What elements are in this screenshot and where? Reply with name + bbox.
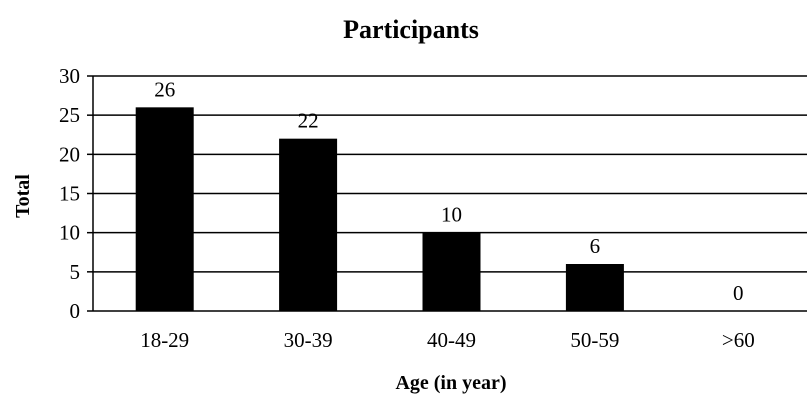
bar bbox=[565, 264, 624, 311]
y-tick-labels: 0 5 10 15 20 25 30 bbox=[59, 64, 80, 323]
x-tick-label: 18-29 bbox=[140, 328, 189, 352]
data-labels: 26 22 10 6 0 bbox=[154, 77, 743, 305]
gridlines bbox=[93, 75, 807, 273]
y-tick-label: 10 bbox=[59, 221, 80, 245]
y-tick-label: 30 bbox=[59, 64, 80, 88]
x-tick-label: >60 bbox=[722, 328, 755, 352]
data-label: 26 bbox=[154, 77, 175, 101]
y-tick-label: 0 bbox=[70, 299, 81, 323]
data-label: 0 bbox=[733, 281, 744, 305]
x-axis-title: Age (in year) bbox=[395, 372, 506, 394]
bar bbox=[422, 232, 481, 311]
bar bbox=[279, 138, 338, 311]
y-tick-label: 20 bbox=[59, 142, 80, 166]
data-label: 10 bbox=[441, 203, 462, 227]
x-tick-labels: 18-29 30-39 40-49 50-59 >60 bbox=[140, 328, 755, 352]
y-axis-title: Total bbox=[12, 174, 34, 218]
y-tick-label: 5 bbox=[70, 260, 81, 284]
chart-title: Participants bbox=[343, 15, 479, 44]
y-tick-label: 25 bbox=[59, 103, 80, 127]
x-tick-label: 50-59 bbox=[570, 328, 619, 352]
x-tick-label: 40-49 bbox=[427, 328, 476, 352]
bars bbox=[135, 107, 624, 311]
bar bbox=[135, 107, 194, 311]
axes bbox=[87, 75, 807, 312]
data-label: 22 bbox=[298, 109, 319, 133]
data-label: 6 bbox=[590, 234, 601, 258]
x-tick-label: 30-39 bbox=[284, 328, 333, 352]
y-tick-label: 15 bbox=[59, 182, 80, 206]
